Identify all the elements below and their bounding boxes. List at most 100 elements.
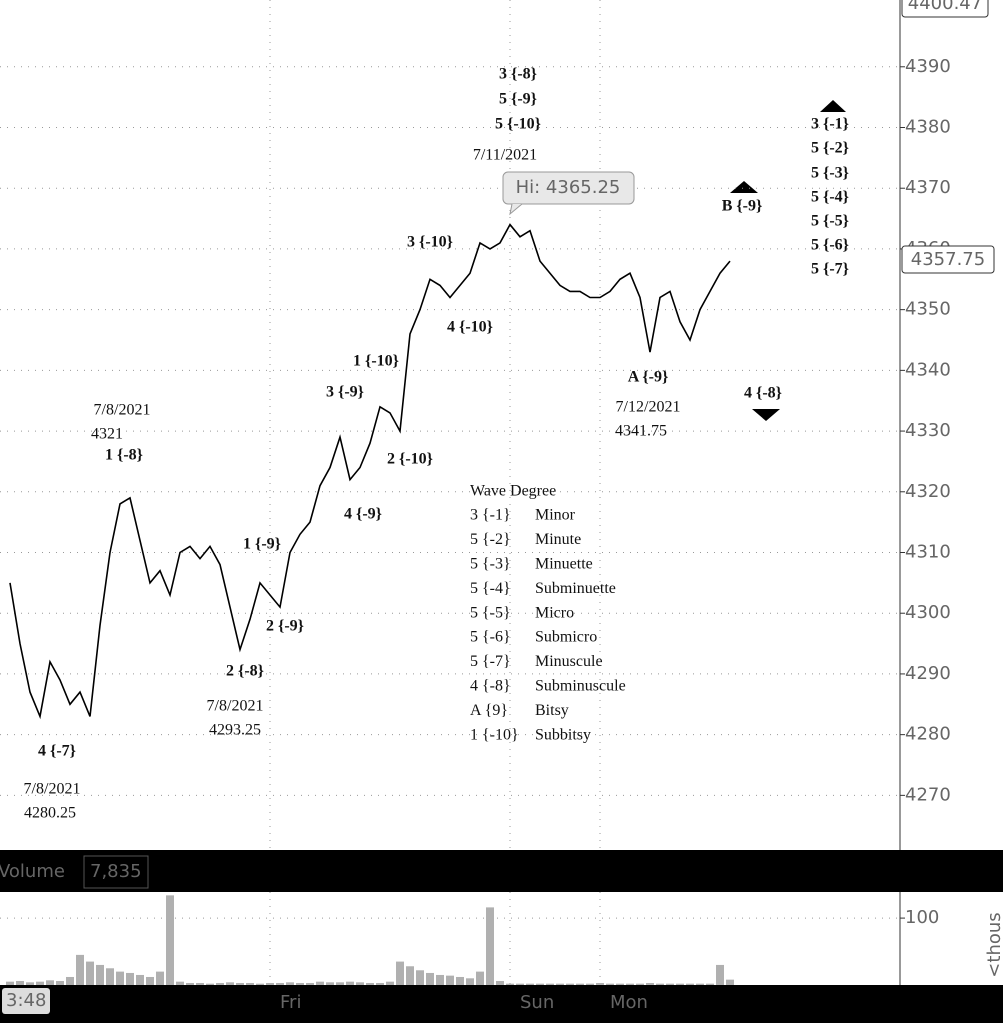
time-axis	[0, 985, 1003, 1023]
y-tick-label: 4350	[905, 299, 951, 320]
wave-label: 5 {-6}	[811, 237, 849, 254]
volume-bar	[496, 980, 504, 985]
down-arrow	[752, 409, 780, 421]
volume-bar	[176, 981, 184, 985]
legend-name: Minuscule	[535, 653, 603, 670]
legend-code: 3 {-1}	[470, 507, 511, 524]
wave-label: 4 {-8}	[744, 385, 782, 402]
x-tick-label: Fri	[280, 992, 301, 1013]
legend-code: 4 {-8}	[470, 677, 511, 694]
volume-bar	[716, 964, 724, 985]
volume-bar	[86, 961, 94, 985]
volume-bar	[636, 983, 644, 985]
y-tick-label: 4340	[905, 359, 951, 380]
volume-bar	[526, 983, 534, 985]
volume-bar	[136, 974, 144, 985]
volume-bar	[66, 976, 74, 985]
volume-bar	[416, 970, 424, 985]
volume-bar	[396, 961, 404, 985]
high-callout: Hi: 4365.25	[502, 171, 635, 216]
volume-bar	[626, 983, 634, 985]
volume-bar	[296, 982, 304, 985]
legend-code: 5 {-2}	[470, 531, 511, 548]
wave-label: 4321	[91, 426, 123, 443]
volume-bar	[196, 982, 204, 985]
last-price-box	[901, 245, 995, 274]
wave-label: 4280.25	[24, 805, 76, 822]
wave-label: A {-9}	[628, 369, 669, 386]
up-arrow	[820, 100, 846, 112]
volume-bar	[436, 974, 444, 985]
callout-pointer	[509, 203, 523, 216]
volume-bar	[576, 983, 584, 985]
y-tick-label: 4290	[905, 663, 951, 684]
volume-bar	[376, 982, 384, 985]
volume-bar	[16, 980, 24, 985]
wave-label: 5 {-7}	[811, 261, 849, 278]
volume-bar	[96, 964, 104, 985]
legend-code: A {9}	[470, 702, 508, 719]
volume-bar	[286, 982, 294, 985]
time-box	[2, 988, 50, 1014]
volume-header	[0, 850, 1003, 892]
wave-label: 7/12/2021	[616, 399, 681, 416]
up-arrow	[730, 181, 758, 193]
volume-bar	[596, 982, 604, 985]
volume-bar	[276, 982, 284, 985]
volume-panel	[0, 892, 900, 985]
volume-bar	[446, 975, 454, 985]
volume-bar	[106, 968, 114, 985]
volume-bar	[156, 971, 164, 985]
legend-name: Minuette	[535, 555, 593, 572]
volume-bar	[406, 966, 414, 985]
y-tick-label: 4370	[905, 177, 951, 198]
legend-code: 5 {-3}	[470, 555, 511, 572]
volume-bar	[566, 983, 574, 985]
volume-bar	[266, 982, 274, 985]
volume-bar	[306, 982, 314, 985]
y-tick-label: 100	[905, 907, 939, 928]
wave-label: 5 {-3}	[811, 165, 849, 182]
wave-label: 7/8/2021	[207, 698, 264, 715]
volume-value-box	[83, 855, 149, 889]
wave-label: 3 {-10}	[407, 234, 453, 251]
wave-label: 7/8/2021	[94, 402, 151, 419]
volume-bar	[456, 976, 464, 985]
wave-label: 1 {-9}	[243, 536, 281, 553]
volume-bar	[386, 981, 394, 985]
volume-bar	[6, 981, 14, 985]
callout-box	[502, 171, 635, 205]
volume-bar	[366, 982, 374, 985]
volume-bar	[206, 983, 214, 985]
legend-name: Minute	[535, 531, 581, 548]
time-label: 3:48	[6, 990, 46, 1011]
callout-text: Hi: 4365.25	[516, 177, 621, 198]
wave-label: 4293.25	[209, 722, 261, 739]
volume-bar	[476, 971, 484, 985]
volume-bar	[146, 976, 154, 985]
price-panel	[0, 0, 900, 850]
volume-bar	[126, 972, 134, 985]
volume-bar	[706, 983, 714, 985]
wave-label: 5 {-9}	[499, 91, 537, 108]
volume-bar	[726, 979, 734, 985]
volume-bar	[506, 983, 514, 985]
volume-bar	[646, 982, 654, 985]
y-tick-label: 4280	[905, 724, 951, 745]
volume-bar	[556, 983, 564, 985]
volume-bar	[426, 972, 434, 985]
x-tick-label: Mon	[610, 992, 648, 1013]
volume-bar	[346, 981, 354, 985]
y-tick-label: 4330	[905, 420, 951, 441]
wave-label: 4 {-7}	[38, 743, 76, 760]
legend-code: 5 {-5}	[470, 604, 511, 621]
wave-label: 5 {-4}	[811, 189, 849, 206]
volume-bar	[26, 982, 34, 985]
volume-bar	[116, 971, 124, 985]
volume-bar	[696, 983, 704, 985]
wave-label: B {-9}	[722, 198, 763, 215]
wave-label: 3 {-8}	[499, 66, 537, 83]
volume-bar	[46, 980, 54, 985]
volume-bar	[486, 907, 494, 985]
